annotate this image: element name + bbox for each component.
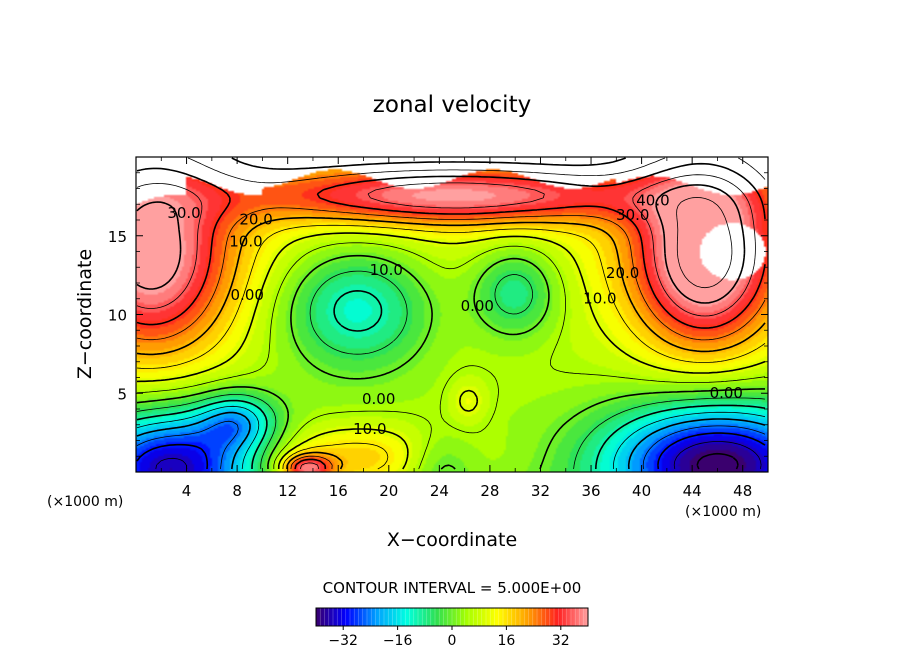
contour-label: 10.0 xyxy=(353,420,386,438)
x-tick-label: 24 xyxy=(430,482,449,500)
y-tick-label: 10 xyxy=(108,307,127,325)
contour-label: 0.00 xyxy=(231,286,264,304)
contour-line-neg40 xyxy=(696,452,739,470)
contour-line-neg10 xyxy=(136,290,766,470)
contour-label: 0.00 xyxy=(461,297,494,315)
contour-line-neg25 xyxy=(136,420,766,470)
x-axis-label: X−coordinate xyxy=(387,529,517,551)
colorbar-ticks: −32 −16 0 16 32 xyxy=(328,626,570,649)
y-tick-label: 5 xyxy=(117,385,127,403)
chart-title: zonal velocity xyxy=(373,92,531,118)
colorbar-tick-label: 0 xyxy=(448,633,457,649)
colorbar: −32 −16 0 16 32 xyxy=(315,607,589,649)
colorbar-gradient xyxy=(316,608,588,626)
contour-label: 10.0 xyxy=(229,233,262,251)
x-tick-label: 32 xyxy=(531,482,550,500)
contour-label: 0.00 xyxy=(362,390,395,408)
contour-label: 20.0 xyxy=(239,211,272,229)
contour-label: 10.0 xyxy=(370,261,403,279)
contour-line-40 xyxy=(136,184,746,304)
x-tick-label: 48 xyxy=(733,482,752,500)
x-unit-left: (×1000 m) xyxy=(47,494,123,510)
contour-line-35 xyxy=(136,174,756,470)
contour-label: 30.0 xyxy=(167,204,200,222)
contour-label: 30.0 xyxy=(616,206,649,224)
plot-area: 30.0 20.0 10.0 0.00 10.0 0.00 0.00 10.0 10.0 20.0… xyxy=(136,157,768,472)
y-axis: 5 10 15 xyxy=(108,172,768,457)
contour-line-20 xyxy=(137,157,766,470)
x-tick-label: 16 xyxy=(329,482,348,500)
contour-label: 20.0 xyxy=(606,264,639,282)
x-tick-label: 12 xyxy=(278,482,297,500)
x-tick-label: 28 xyxy=(480,482,499,500)
contour-line-neg15 xyxy=(136,405,766,470)
contour-line-neg35 xyxy=(155,441,762,470)
x-tick-label: 40 xyxy=(632,482,651,500)
x-tick-label: 8 xyxy=(232,482,242,500)
contour-line-15 xyxy=(136,224,766,470)
colorbar-stripes xyxy=(319,608,585,626)
x-axis: 4 8 12 16 20 24 28 32 36 40 44 48 xyxy=(160,157,752,500)
colorbar-tick-label: 16 xyxy=(497,633,515,649)
contour-line-5 xyxy=(136,242,766,470)
contour-line-neg5 xyxy=(136,270,766,470)
contour-line-30 xyxy=(136,162,766,470)
x-tick-label: 36 xyxy=(581,482,600,500)
contour-lines xyxy=(136,157,766,470)
contour-line-neg30 xyxy=(136,432,766,470)
y-axis-label: Z−coordinate xyxy=(74,249,96,379)
x-tick-label: 44 xyxy=(683,482,702,500)
contour-interval-text: CONTOUR INTERVAL = 5.000E+00 xyxy=(323,579,582,597)
contour-label: 40.0 xyxy=(636,192,669,210)
contour-line-neg20 xyxy=(136,411,766,470)
x-tick-label: 4 xyxy=(182,482,192,500)
contour-line-25 xyxy=(136,157,766,470)
contour-label: 0.00 xyxy=(710,384,743,402)
colorbar-tick-label: −32 xyxy=(328,633,358,649)
contour-line-10 xyxy=(136,232,766,470)
contour-line-0 xyxy=(136,254,765,470)
contour-label: 10.0 xyxy=(583,289,616,307)
colorbar-tick-label: 32 xyxy=(552,633,570,649)
x-tick-label: 20 xyxy=(379,482,398,500)
contour-labels: 30.0 20.0 10.0 0.00 10.0 0.00 0.00 10.0 10.0 20.0… xyxy=(167,192,743,438)
contour-line-45 xyxy=(676,197,733,289)
colorbar-tick-label: −16 xyxy=(383,633,413,649)
x-unit-right: (×1000 m) xyxy=(685,504,761,520)
y-tick-label: 15 xyxy=(108,228,127,246)
